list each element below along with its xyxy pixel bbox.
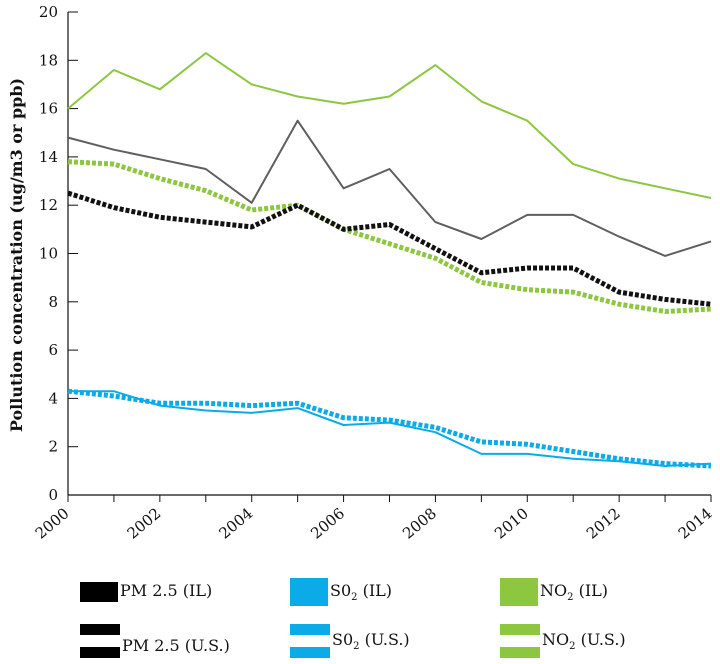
legend-label: PM 2.5 (IL) (120, 581, 213, 600)
y-tick-label: 12 (39, 196, 58, 214)
legend-swatch (290, 578, 328, 606)
y-axis-label: Pollution concentration (ug/m3 or ppb) (7, 78, 26, 432)
legend-label: S02 (IL) (330, 580, 393, 604)
legend-label: NO2 (IL) (540, 580, 609, 604)
legend-swatch (500, 624, 540, 658)
legend-label: NO2 (U.S.) (542, 629, 626, 653)
legend-item-pm25-us: PM 2.5 (U.S.) (80, 624, 230, 659)
series-line (67, 388, 712, 469)
legend-item-pm25-il: PM 2.5 (IL) (80, 581, 212, 603)
series-line (67, 190, 712, 307)
legend-item-no2-il: NO2 (IL) (500, 578, 608, 606)
legend-label: PM 2.5 (U.S.) (122, 636, 230, 655)
legend-item-no2-us: NO2 (U.S.) (500, 624, 626, 658)
legend-swatch (80, 582, 118, 603)
legend-label: S02 (U.S.) (332, 629, 410, 653)
y-tick-label: 14 (39, 148, 58, 166)
y-tick-label: 20 (39, 3, 58, 21)
y-tick-label: 0 (48, 486, 58, 504)
y-tick-label: 8 (48, 293, 58, 311)
legend-swatch (500, 578, 538, 606)
y-tick-label: 10 (39, 245, 58, 263)
series-line (67, 119, 712, 257)
y-tick-label: 18 (39, 51, 58, 69)
legend-item-so2-il: S02 (IL) (290, 578, 392, 606)
legend-swatch (290, 624, 330, 658)
series-layer (67, 52, 712, 469)
series-line (67, 159, 712, 314)
y-tick-label: 6 (48, 341, 58, 359)
y-tick-label: 4 (48, 389, 58, 407)
y-tick-label: 2 (48, 438, 58, 456)
legend-item-so2-us: S02 (U.S.) (290, 624, 410, 658)
legend-swatch (80, 624, 120, 659)
y-tick-label: 16 (39, 100, 58, 118)
series-line (67, 52, 712, 199)
